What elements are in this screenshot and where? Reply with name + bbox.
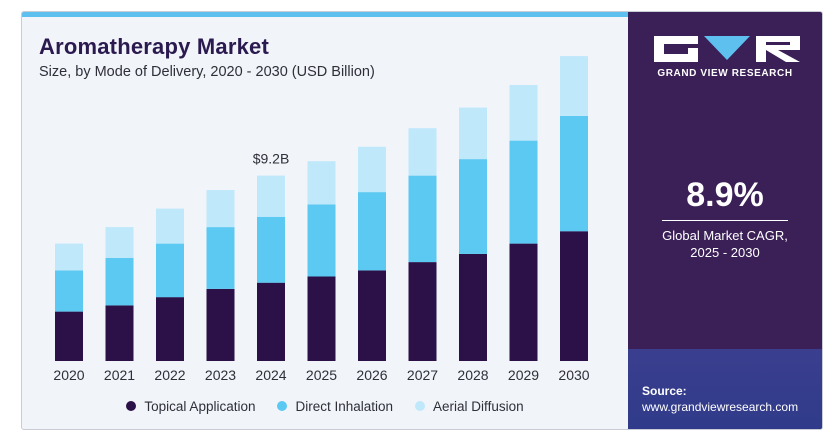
- cagr-label: Global Market CAGR, 2025 - 2030: [628, 227, 822, 261]
- bar-topical-application-2026: [358, 270, 386, 361]
- bar-direct-inhalation-2028: [459, 159, 487, 254]
- bar-aerial-diffusion-2026: [358, 146, 386, 193]
- x-tick-label-2023: 2023: [205, 367, 236, 383]
- cagr-label-line2: 2025 - 2030: [690, 245, 760, 260]
- grand-view-research-logo-icon: [654, 36, 800, 62]
- bar-aerial-diffusion-2020: [55, 243, 83, 271]
- x-tick-label-2020: 2020: [53, 367, 84, 383]
- brand-name: GRAND VIEW RESEARCH: [657, 68, 793, 79]
- bar-topical-application-2027: [408, 262, 437, 361]
- legend-item-aerial-diffusion: Aerial Diffusion: [415, 399, 524, 414]
- legend-label-topical-application: Topical Application: [144, 398, 256, 414]
- bar-topical-application-2025: [307, 276, 336, 361]
- legend-item-direct-inhalation: Direct Inhalation: [277, 399, 393, 414]
- bar-direct-inhalation-2030: [560, 115, 588, 232]
- bar-aerial-diffusion-2021: [105, 227, 134, 258]
- x-tick-label-2021: 2021: [104, 367, 135, 383]
- bar-direct-inhalation-2026: [358, 192, 386, 271]
- x-tick-label-2027: 2027: [407, 367, 438, 383]
- data-label-2024: $9.2B: [253, 151, 290, 167]
- bar-topical-application-2028: [459, 253, 487, 361]
- bar-topical-application-2020: [55, 311, 83, 361]
- cagr-divider: [662, 220, 788, 221]
- infographic-card: Aromatherapy Market Size, by Mode of Del…: [21, 11, 823, 430]
- bar-aerial-diffusion-2025: [307, 161, 336, 205]
- bar-direct-inhalation-2029: [509, 140, 538, 244]
- bar-topical-application-2021: [105, 305, 134, 361]
- bar-direct-inhalation-2023: [206, 227, 235, 289]
- chart-legend: Topical Application Direct Inhalation Ae…: [22, 396, 628, 416]
- bar-aerial-diffusion-2028: [459, 107, 487, 160]
- bar-topical-application-2029: [509, 243, 538, 361]
- x-tick-label-2026: 2026: [356, 367, 387, 383]
- bar-aerial-diffusion-2024: [257, 175, 285, 217]
- bar-direct-inhalation-2021: [105, 258, 134, 306]
- legend-swatch-aerial-diffusion: [415, 401, 426, 411]
- bar-direct-inhalation-2024: [257, 216, 285, 283]
- legend-item-topical-application: Topical Application: [126, 399, 255, 414]
- x-tick-label-2022: 2022: [154, 367, 185, 383]
- legend-swatch-topical-application: [126, 401, 137, 411]
- bar-aerial-diffusion-2030: [560, 56, 588, 116]
- cagr-value: 8.9%: [686, 176, 764, 214]
- bar-direct-inhalation-2025: [307, 204, 336, 277]
- source-label: Source:: [642, 384, 687, 398]
- bar-topical-application-2030: [560, 231, 588, 361]
- legend-label-direct-inhalation: Direct Inhalation: [295, 398, 394, 414]
- legend-label-aerial-diffusion: Aerial Diffusion: [433, 398, 524, 414]
- legend-swatch-direct-inhalation: [277, 401, 288, 411]
- side-panel: GRAND VIEW RESEARCH 8.9% Global Market C…: [628, 12, 822, 429]
- bar-aerial-diffusion-2027: [408, 128, 437, 176]
- x-tick-label-2029: 2029: [508, 367, 539, 383]
- bar-direct-inhalation-2022: [156, 243, 184, 298]
- bar-aerial-diffusion-2023: [206, 190, 235, 228]
- bar-aerial-diffusion-2029: [509, 85, 538, 141]
- bar-topical-application-2023: [206, 288, 235, 361]
- x-tick-label-2024: 2024: [255, 367, 286, 383]
- x-tick-label-2030: 2030: [558, 367, 589, 383]
- x-tick-label-2028: 2028: [457, 367, 488, 383]
- chart-title: Aromatherapy Market: [39, 34, 269, 59]
- bar-topical-application-2024: [257, 282, 285, 361]
- source-panel: [628, 349, 822, 429]
- bar-topical-application-2022: [156, 297, 184, 361]
- source-url[interactable]: www.grandviewresearch.com: [642, 400, 799, 414]
- accent-bar: [22, 12, 628, 17]
- bar-aerial-diffusion-2022: [156, 208, 184, 244]
- chart-subtitle: Size, by Mode of Delivery, 2020 - 2030 (…: [39, 64, 375, 80]
- stacked-bar-chart: 2020 2021 2022 2023 2024 $9.2B 2025 2026 2027 202…: [53, 56, 590, 383]
- bar-direct-inhalation-2020: [55, 270, 83, 312]
- cagr-label-line1: Global Market CAGR,: [662, 228, 788, 243]
- bar-direct-inhalation-2027: [408, 175, 437, 263]
- x-tick-label-2025: 2025: [306, 367, 337, 383]
